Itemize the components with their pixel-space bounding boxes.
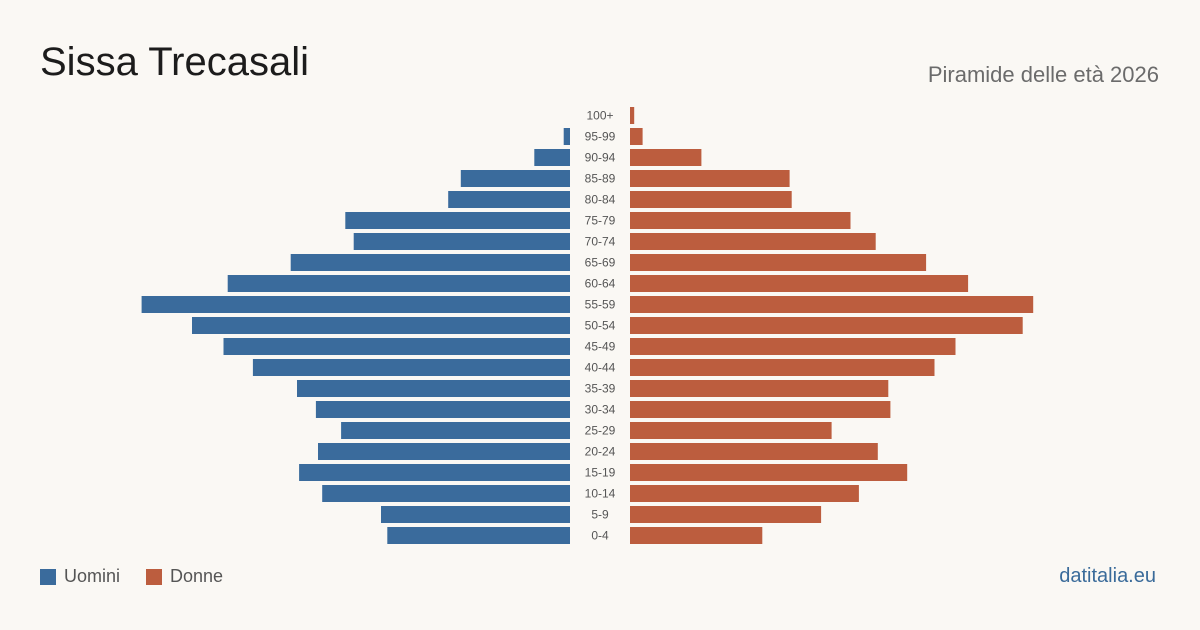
legend-swatch-male bbox=[40, 568, 56, 585]
bar-female-50-54 bbox=[630, 317, 1023, 334]
age-label-40-44: 40-44 bbox=[585, 361, 616, 375]
bar-male-60-64 bbox=[227, 275, 570, 292]
bar-male-75-79 bbox=[345, 212, 570, 229]
bar-female-30-34 bbox=[630, 401, 891, 418]
age-label-10-14: 10-14 bbox=[585, 487, 616, 501]
legend-item-male: Uomini bbox=[40, 566, 120, 587]
bar-female-55-59 bbox=[630, 296, 1034, 313]
bar-male-20-24 bbox=[318, 443, 570, 460]
bar-male-90-94 bbox=[534, 149, 570, 166]
age-label-75-79: 75-79 bbox=[585, 214, 616, 228]
bar-male-0-4 bbox=[387, 527, 570, 544]
legend-label-male: Uomini bbox=[64, 566, 121, 586]
bar-female-65-69 bbox=[630, 254, 927, 271]
bar-female-5-9 bbox=[630, 506, 822, 523]
brand-link[interactable]: datitalia.eu bbox=[1059, 565, 1156, 587]
bar-male-70-74 bbox=[353, 233, 570, 250]
bar-female-10-14 bbox=[630, 485, 859, 502]
bar-female-0-4 bbox=[630, 527, 763, 544]
bar-female-100plus bbox=[630, 107, 635, 124]
age-label-65-69: 65-69 bbox=[585, 256, 616, 270]
age-label-55-59: 55-59 bbox=[585, 298, 616, 312]
age-label-80-84: 80-84 bbox=[585, 193, 616, 207]
bar-male-15-19 bbox=[299, 464, 570, 481]
age-label-25-29: 25-29 bbox=[585, 424, 616, 438]
chart-title: Sissa Trecasali bbox=[40, 40, 309, 84]
age-label-45-49: 45-49 bbox=[585, 340, 616, 354]
age-label-95-99: 95-99 bbox=[585, 130, 616, 144]
bar-male-80-84 bbox=[448, 191, 570, 208]
bar-male-5-9 bbox=[381, 506, 570, 523]
age-label-20-24: 20-24 bbox=[585, 445, 616, 459]
bar-male-45-49 bbox=[223, 338, 570, 355]
age-label-85-89: 85-89 bbox=[585, 172, 616, 186]
bar-male-10-14 bbox=[322, 485, 570, 502]
bar-male-50-54 bbox=[192, 317, 570, 334]
bar-female-25-29 bbox=[630, 422, 832, 439]
bar-male-55-59 bbox=[141, 296, 570, 313]
age-label-35-39: 35-39 bbox=[585, 382, 616, 396]
bar-female-15-19 bbox=[630, 464, 908, 481]
bar-female-40-44 bbox=[630, 359, 935, 376]
bar-female-85-89 bbox=[630, 170, 790, 187]
chart-subtitle: Piramide delle età 2026 bbox=[927, 62, 1159, 87]
age-label-70-74: 70-74 bbox=[585, 235, 616, 249]
chart-legend: Uomini Donne bbox=[40, 566, 249, 587]
age-label-50-54: 50-54 bbox=[585, 319, 616, 333]
age-label-90-94: 90-94 bbox=[585, 151, 616, 165]
bar-female-75-79 bbox=[630, 212, 851, 229]
bar-female-70-74 bbox=[630, 233, 876, 250]
age-label-30-34: 30-34 bbox=[585, 403, 616, 417]
bar-female-60-64 bbox=[630, 275, 969, 292]
bar-female-95-99 bbox=[630, 128, 643, 145]
age-label-0-4: 0-4 bbox=[591, 529, 609, 543]
bar-female-35-39 bbox=[630, 380, 889, 397]
bar-female-45-49 bbox=[630, 338, 956, 355]
bar-male-65-69 bbox=[290, 254, 570, 271]
legend-item-female: Donne bbox=[146, 566, 223, 587]
bar-female-90-94 bbox=[630, 149, 702, 166]
bar-male-30-34 bbox=[315, 401, 570, 418]
bar-male-95-99 bbox=[563, 128, 570, 145]
bar-female-20-24 bbox=[630, 443, 878, 460]
bar-male-35-39 bbox=[297, 380, 570, 397]
age-label-15-19: 15-19 bbox=[585, 466, 616, 480]
bar-male-25-29 bbox=[341, 422, 570, 439]
age-label-5-9: 5-9 bbox=[591, 508, 609, 522]
legend-label-female: Donne bbox=[170, 566, 224, 586]
bar-female-80-84 bbox=[630, 191, 792, 208]
age-label-100plus: 100+ bbox=[586, 109, 613, 123]
age-label-60-64: 60-64 bbox=[585, 277, 616, 291]
legend-swatch-female bbox=[146, 568, 163, 585]
bar-male-40-44 bbox=[252, 359, 570, 376]
bar-male-85-89 bbox=[460, 170, 570, 187]
